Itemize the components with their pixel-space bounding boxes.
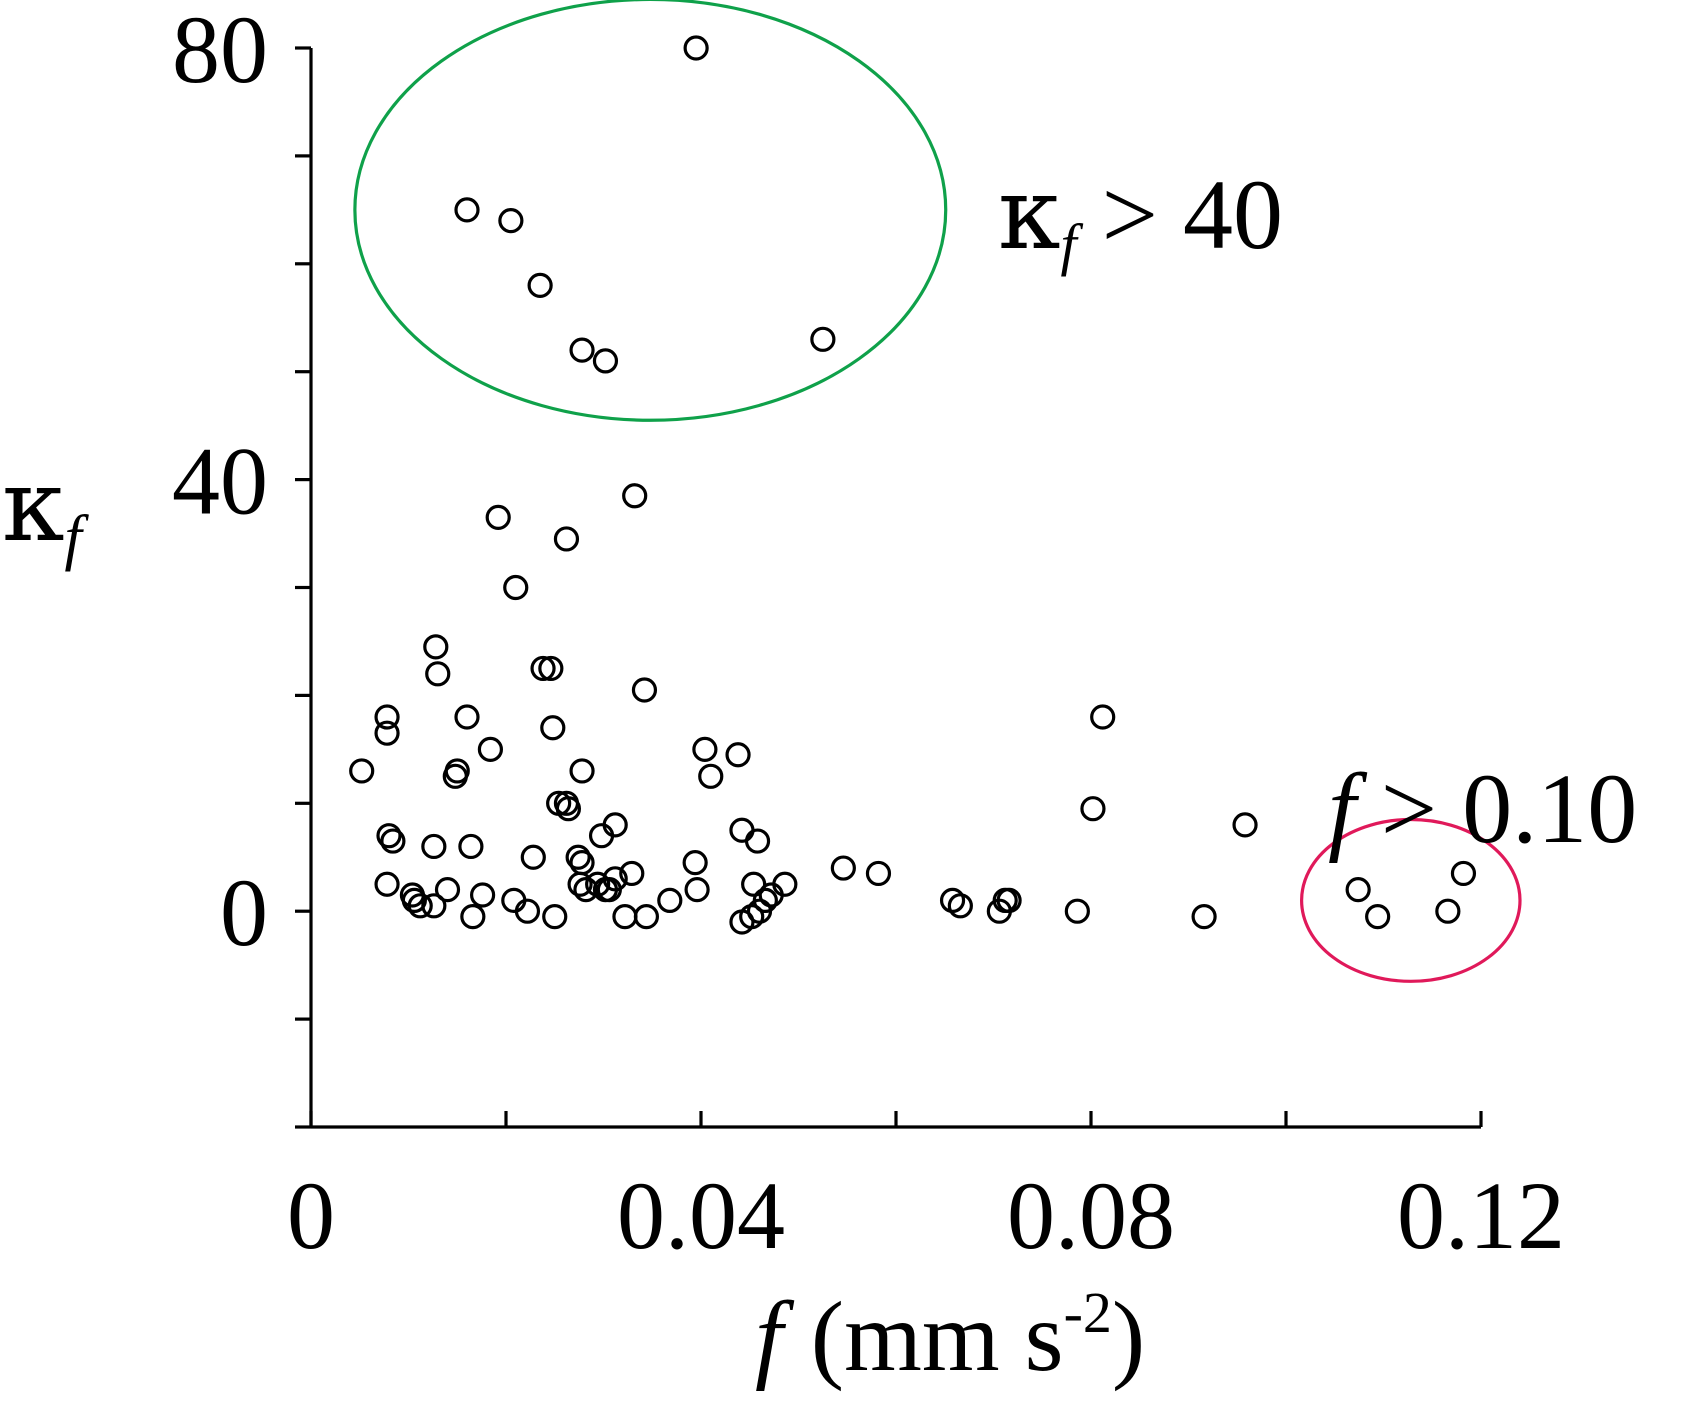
data-point [421, 833, 447, 860]
data-point [744, 828, 771, 854]
data-point [425, 661, 451, 687]
data-point [1450, 860, 1477, 887]
data-point [692, 736, 718, 762]
data-point [530, 655, 556, 682]
annotation-labels: κf > 40 f > 0.10 [998, 155, 1637, 864]
data-point [810, 326, 836, 352]
data-point [631, 677, 658, 703]
y-tick-label: 40 [172, 428, 268, 535]
data-point [622, 483, 648, 509]
data-point [423, 634, 449, 660]
data-point [349, 758, 375, 784]
data-point [1090, 704, 1116, 730]
y-axis-label: κf [2, 447, 90, 572]
data-point [612, 903, 638, 930]
data-point [520, 844, 546, 870]
annotation-f-text: > 0.10 [1356, 753, 1637, 864]
data-point [682, 850, 708, 876]
data-point [746, 898, 773, 924]
data-point [555, 796, 582, 822]
x-tick-label: 0.12 [1397, 1162, 1565, 1269]
annotation-ellipses [353, 0, 1522, 983]
data-point [569, 850, 595, 876]
data-point [421, 893, 447, 919]
data-point [698, 763, 724, 789]
x-axis-label: f (mm s-2) [755, 1280, 1145, 1392]
data-point [514, 898, 541, 924]
data-point [633, 903, 660, 930]
data-point [553, 526, 580, 552]
data-point [376, 823, 402, 849]
data-point [485, 504, 511, 530]
data-point [1232, 812, 1258, 838]
high-f-group-ellipse [1300, 817, 1522, 983]
data-point [538, 655, 564, 682]
data-point [454, 197, 480, 223]
data-point [542, 903, 568, 930]
data-point [758, 882, 784, 908]
x-axis-label-close: ) [1112, 1281, 1145, 1392]
data-point [374, 871, 400, 897]
x-axis-label-unit: (mm s [811, 1281, 1064, 1392]
data-point [380, 828, 406, 854]
annotation-label-kappa: κf > 40 [998, 155, 1283, 277]
tick-labels: 0 40 80 0 0.04 0.08 0.12 [172, 0, 1565, 1269]
data-point [569, 758, 595, 784]
data-point [569, 337, 595, 363]
data-point [442, 763, 468, 789]
data-point [657, 887, 683, 914]
data-point [477, 736, 503, 762]
data-point [619, 860, 645, 887]
data-point [1345, 877, 1371, 903]
data-point [684, 877, 710, 903]
x-tick-label: 0.08 [1007, 1162, 1175, 1269]
data-point [592, 348, 619, 374]
x-tick-label: 0.04 [617, 1162, 785, 1269]
data-point [683, 35, 709, 61]
data-point [588, 823, 615, 849]
data-point [460, 903, 486, 930]
annotation-kappa-symbol: κ [998, 155, 1061, 272]
data-point [454, 704, 480, 730]
annotation-label-f: f > 0.10 [1328, 753, 1637, 864]
data-point [1064, 898, 1090, 924]
data-point [565, 844, 591, 870]
data-point [1191, 903, 1217, 930]
y-tick-label: 0 [220, 859, 268, 966]
data-point [1365, 903, 1391, 930]
data-point [470, 882, 496, 908]
data-point [725, 742, 751, 768]
data-point [458, 833, 484, 860]
data-point [434, 877, 461, 903]
y-axis-label-symbol: κ [2, 447, 65, 564]
data-point [498, 208, 524, 234]
data-point [503, 574, 529, 601]
data-point [741, 871, 767, 897]
x-axis-label-exponent: -2 [1064, 1280, 1112, 1345]
y-tick-label: 80 [172, 0, 268, 103]
data-point [527, 272, 553, 298]
data-points [349, 35, 1477, 935]
x-tick-label: 0 [287, 1162, 335, 1269]
y-axis-label-subscript: f [65, 504, 90, 572]
data-point [374, 704, 400, 730]
data-point [573, 877, 599, 903]
axes [309, 48, 1481, 1129]
data-point [729, 817, 755, 843]
data-point [567, 871, 593, 897]
data-point [407, 893, 433, 919]
annotation-kappa-text: > 40 [1077, 159, 1283, 270]
data-point [830, 855, 856, 881]
data-point [865, 860, 892, 887]
data-point [1435, 898, 1461, 924]
x-axis-label-symbol: f [755, 1281, 795, 1392]
high-kappa-group-ellipse [353, 0, 948, 422]
data-point [947, 893, 973, 919]
data-point [374, 720, 400, 746]
data-point [540, 715, 566, 741]
data-point [996, 887, 1022, 914]
tick-marks [295, 46, 1483, 1129]
data-point [1080, 796, 1106, 822]
